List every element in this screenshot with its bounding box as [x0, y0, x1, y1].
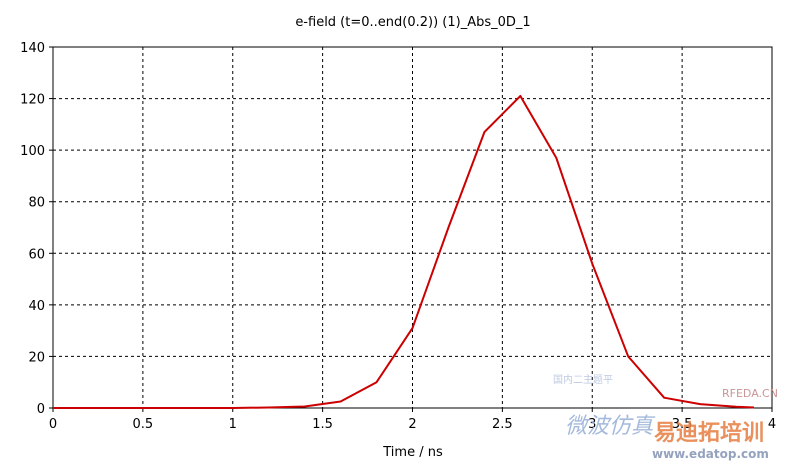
watermark-left-glyphs: 微波仿真 — [565, 414, 656, 439]
x-tick-label: 0 — [49, 417, 57, 432]
x-tick-label: 3.5 — [672, 417, 693, 432]
watermark: 国内二主题平 RFEDA.CN 微波仿真 易迪拓培训 www.edatop.co… — [553, 373, 778, 461]
x-axis-label: Time / ns — [382, 445, 443, 460]
x-tick-label: 4 — [768, 417, 776, 432]
chart-title: e-field (t=0..end(0.2)) (1)_Abs_0D_1 — [295, 15, 530, 30]
series-line — [53, 94, 755, 409]
x-tick-label: 3 — [588, 417, 596, 432]
axes — [49, 46, 773, 412]
y-tick-label: 100 — [20, 144, 45, 159]
y-tick-label: 80 — [28, 196, 45, 211]
watermark-small-text: 国内二主题平 — [553, 373, 613, 386]
watermark-site-name: RFEDA.CN — [722, 387, 778, 400]
watermark-brand: 易迪拓培训 — [654, 420, 764, 446]
y-tick-label: 140 — [20, 41, 45, 56]
plot-frame — [52, 46, 773, 409]
x-tick-label: 1 — [229, 417, 237, 432]
x-tick-label: 2.5 — [492, 417, 513, 432]
watermark-url: www.edatop.com — [652, 447, 769, 461]
x-tick-label: 1.5 — [312, 417, 333, 432]
y-tick-label: 40 — [28, 299, 45, 314]
grid — [53, 47, 772, 408]
series-layer — [53, 94, 755, 409]
y-tick-label: 20 — [28, 350, 45, 365]
y-tick-label: 60 — [28, 247, 45, 262]
x-tick-label: 0.5 — [133, 417, 154, 432]
y-tick-label: 0 — [37, 402, 45, 417]
x-tick-label: 2 — [408, 417, 416, 432]
y-tick-label: 120 — [20, 93, 45, 108]
